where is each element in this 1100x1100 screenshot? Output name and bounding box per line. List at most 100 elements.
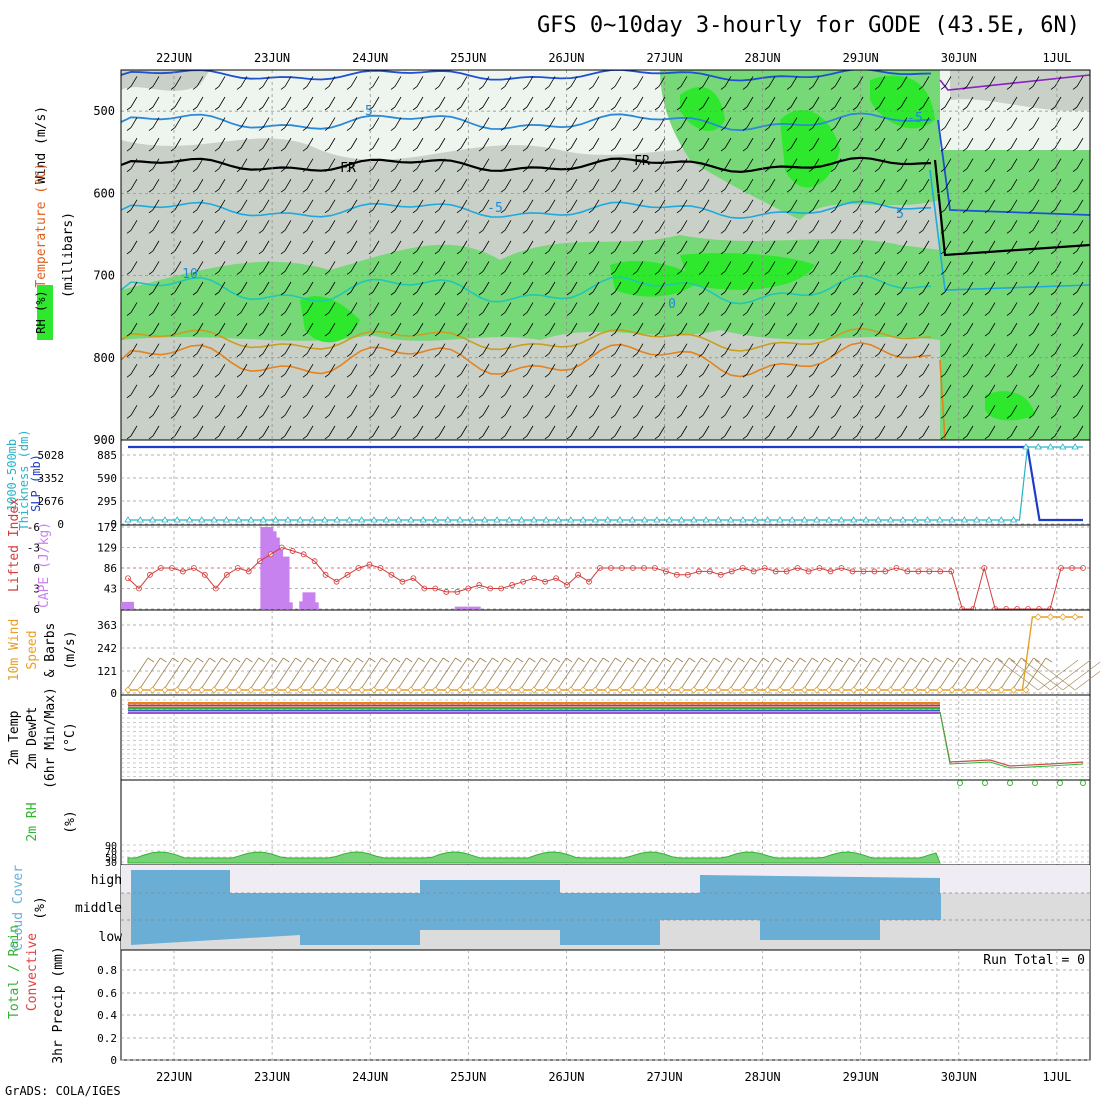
wind-barb xyxy=(346,179,358,193)
wind-barb xyxy=(632,96,644,111)
wind-barb xyxy=(918,405,930,419)
wind-barb xyxy=(126,199,138,214)
wind-barb xyxy=(214,96,226,111)
rh2m-tick: 50 xyxy=(105,853,117,864)
wind-barb xyxy=(962,179,974,193)
wind-barb xyxy=(830,343,842,357)
wind-barb xyxy=(302,281,314,296)
li-tick: 6 xyxy=(33,603,40,616)
wind-barb xyxy=(1028,281,1040,296)
wind-barb xyxy=(786,76,798,90)
wind-barb xyxy=(742,425,754,440)
wind-barb xyxy=(676,322,688,337)
wind-barb xyxy=(258,96,270,111)
wind-barb xyxy=(1028,117,1040,131)
wind10-tick: 121 xyxy=(97,665,117,678)
wind-barb xyxy=(896,425,908,440)
wind-barb xyxy=(720,322,732,337)
rh2m-point xyxy=(957,780,963,786)
wind-barb xyxy=(1028,261,1040,275)
wind-barb xyxy=(1006,76,1018,90)
wind-barb xyxy=(390,343,402,357)
wind-barb xyxy=(874,76,886,90)
wind10-barb xyxy=(705,657,733,689)
thickness-marker xyxy=(788,516,796,523)
wind-barb xyxy=(610,240,622,255)
wind-barb xyxy=(1028,364,1040,378)
wind10-barb xyxy=(324,657,352,689)
wind-barb xyxy=(258,302,270,316)
wind-barb xyxy=(1006,343,1018,357)
bottom-date-22JUN: 22JUN xyxy=(156,1070,192,1084)
wind10-barb xyxy=(521,657,548,689)
wind-barb xyxy=(852,240,864,255)
wind10-marker xyxy=(641,686,649,694)
wind-barb xyxy=(390,76,402,90)
thickness-marker xyxy=(357,516,366,523)
wind-barb xyxy=(1072,384,1084,399)
ylabel-2m-rh: 2m RH xyxy=(25,802,40,841)
wind-barb xyxy=(192,137,204,152)
thickness-marker xyxy=(517,516,526,523)
wind-barb xyxy=(962,117,974,131)
wind-barb xyxy=(522,96,534,111)
wind-barb xyxy=(214,405,226,419)
wind-barb xyxy=(368,179,380,193)
wind-barb xyxy=(434,199,446,214)
wind-barb xyxy=(500,384,512,399)
rh-patch-2 xyxy=(610,260,700,297)
wind-barb xyxy=(808,343,820,357)
wind-barb xyxy=(940,343,952,357)
wind-barb xyxy=(808,76,820,90)
wind-barb xyxy=(368,158,380,172)
wind-barb xyxy=(478,302,490,316)
wind-barb xyxy=(456,179,468,193)
wind-barb xyxy=(588,405,600,419)
pressure-tick-600: 600 xyxy=(93,186,115,200)
thickness-marker xyxy=(296,516,304,523)
wind-barb xyxy=(962,158,974,172)
wind-barb xyxy=(1072,364,1084,378)
wind-barb xyxy=(566,281,578,296)
wind-barb xyxy=(214,76,226,90)
thickness-marker xyxy=(136,516,145,523)
wind-barb xyxy=(302,220,314,234)
wind-barb xyxy=(1006,240,1018,255)
wind-barb xyxy=(764,220,776,234)
wind-barb xyxy=(324,117,336,131)
wind10-marker xyxy=(358,686,366,694)
wind-barb xyxy=(852,364,864,378)
wind-barb xyxy=(192,425,204,440)
rh2m-tick: 90 xyxy=(105,841,117,852)
wind-barb xyxy=(962,384,974,399)
dewpt2m-right xyxy=(939,711,1084,769)
wind-barb xyxy=(588,322,600,337)
thickness-marker xyxy=(591,516,600,523)
wind-barb xyxy=(698,76,710,90)
wind-barb xyxy=(456,137,468,152)
wind-barb xyxy=(368,261,380,275)
wind-barb xyxy=(1050,117,1062,131)
wind-barb xyxy=(192,179,204,193)
wind-barb xyxy=(896,137,908,152)
wind-barb xyxy=(786,405,798,419)
wind-barb xyxy=(522,405,534,419)
wind-barb xyxy=(236,281,248,296)
wind10-panel-frame xyxy=(120,609,1091,696)
wind10-marker xyxy=(296,686,304,694)
wind-barb xyxy=(236,405,248,419)
wind-barb xyxy=(126,158,138,172)
wind10-barb xyxy=(718,657,745,689)
wind10-marker xyxy=(628,686,636,694)
thickness-marker xyxy=(726,516,735,523)
wind10-marker xyxy=(874,686,882,694)
wind10-marker xyxy=(567,686,575,694)
wind-barb xyxy=(544,322,556,337)
wind-barb xyxy=(962,199,974,214)
wind-barb xyxy=(280,137,292,152)
wind-barb xyxy=(698,158,710,172)
wind-barb xyxy=(412,76,424,90)
ylabel-total-rain: Total / Rain xyxy=(7,925,22,1019)
wind-barb xyxy=(368,425,380,440)
contour-label: -5 xyxy=(487,201,503,216)
